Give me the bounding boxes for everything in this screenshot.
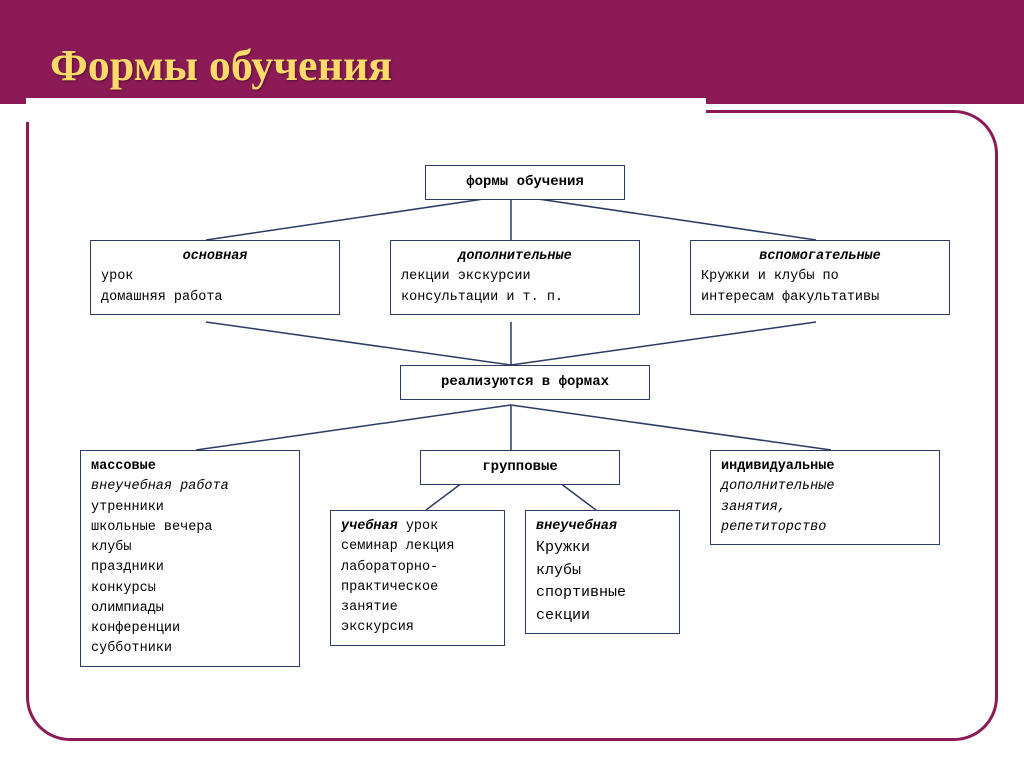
node-group-edu-after: урок [398, 519, 439, 534]
node-group-header: групповые [420, 450, 620, 485]
node-mass-subtitle: внеучебная работа [91, 477, 289, 497]
node-mass: массовые внеучебная работа утренники шко… [80, 450, 300, 667]
node-auxiliary: вспомогательные Кружки и клубы по интере… [690, 240, 950, 315]
node-root-label: формы обучения [466, 174, 584, 190]
node-root: формы обучения [425, 165, 625, 200]
node-main: основная урок домашняя работа [90, 240, 340, 315]
node-auxiliary-body: Кружки и клубы по интересам факультативы [701, 267, 939, 308]
node-group-nonedu-body: Кружки клубы спортивные секции [536, 537, 669, 627]
node-auxiliary-heading: вспомогательные [759, 249, 881, 264]
node-group-header-label: групповые [482, 459, 558, 475]
frame-mask [26, 98, 706, 122]
node-group-edu: учебная урок семинар лекция лаборaторно-… [330, 510, 505, 646]
node-individual-heading: индивидуальные [721, 459, 834, 474]
node-group-edu-body: семинар лекция лаборaторно- практическое… [341, 537, 494, 638]
node-group-nonedu-heading: внеучебная [536, 519, 617, 534]
node-additional: дополнительные лекции экскурсии консульт… [390, 240, 640, 315]
node-group-nonedu: внеучебная Кружки клубы спортивные секци… [525, 510, 680, 634]
node-main-body: урок домашняя работа [101, 267, 329, 308]
node-additional-body: лекции экскурсии консультации и т. п. [401, 267, 629, 308]
node-mass-heading: массовые [91, 459, 156, 474]
node-mid-label: реализуются в формах [441, 374, 609, 390]
node-main-heading: основная [183, 249, 248, 264]
node-mass-body: утренники школьные вечера клубы праздник… [91, 498, 289, 660]
node-group-edu-heading: учебная [341, 519, 398, 534]
page-title: Формы обучения [50, 40, 392, 91]
node-individual-body: дополнительные занятия, репетиторство [721, 477, 929, 538]
node-additional-heading: дополнительные [458, 249, 571, 264]
node-mid: реализуются в формах [400, 365, 650, 400]
node-individual: индивидуальные дополнительные занятия, р… [710, 450, 940, 545]
